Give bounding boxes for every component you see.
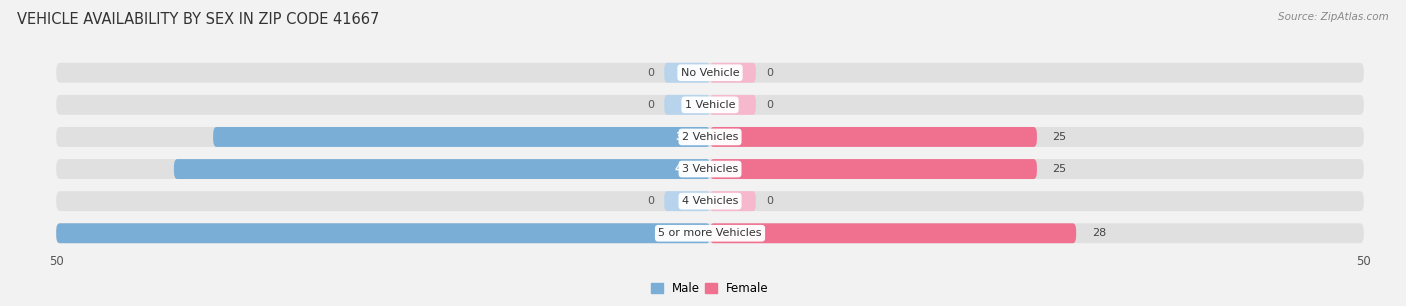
- FancyBboxPatch shape: [56, 223, 1364, 243]
- FancyBboxPatch shape: [174, 159, 710, 179]
- FancyBboxPatch shape: [710, 95, 756, 115]
- Text: 4 Vehicles: 4 Vehicles: [682, 196, 738, 206]
- Text: 0: 0: [766, 196, 773, 206]
- Text: 38: 38: [675, 132, 690, 142]
- FancyBboxPatch shape: [214, 127, 710, 147]
- Text: 41: 41: [675, 164, 690, 174]
- FancyBboxPatch shape: [710, 127, 1038, 147]
- Text: 0: 0: [647, 196, 654, 206]
- FancyBboxPatch shape: [56, 159, 1364, 179]
- Text: Source: ZipAtlas.com: Source: ZipAtlas.com: [1278, 12, 1389, 22]
- Text: 50: 50: [675, 228, 690, 238]
- FancyBboxPatch shape: [56, 191, 1364, 211]
- Text: 0: 0: [766, 68, 773, 78]
- FancyBboxPatch shape: [56, 63, 1364, 83]
- FancyBboxPatch shape: [710, 223, 1076, 243]
- FancyBboxPatch shape: [56, 223, 710, 243]
- FancyBboxPatch shape: [710, 63, 756, 83]
- FancyBboxPatch shape: [664, 95, 710, 115]
- Text: 0: 0: [647, 68, 654, 78]
- FancyBboxPatch shape: [56, 127, 1364, 147]
- Text: 2 Vehicles: 2 Vehicles: [682, 132, 738, 142]
- FancyBboxPatch shape: [664, 191, 710, 211]
- Text: No Vehicle: No Vehicle: [681, 68, 740, 78]
- Text: 0: 0: [766, 100, 773, 110]
- Text: 25: 25: [1053, 164, 1067, 174]
- Text: 25: 25: [1053, 132, 1067, 142]
- FancyBboxPatch shape: [710, 159, 1038, 179]
- Text: 5 or more Vehicles: 5 or more Vehicles: [658, 228, 762, 238]
- Text: 3 Vehicles: 3 Vehicles: [682, 164, 738, 174]
- Legend: Male, Female: Male, Female: [647, 278, 773, 300]
- Text: 0: 0: [647, 100, 654, 110]
- FancyBboxPatch shape: [710, 191, 756, 211]
- FancyBboxPatch shape: [56, 95, 1364, 115]
- Text: 28: 28: [1092, 228, 1107, 238]
- Text: VEHICLE AVAILABILITY BY SEX IN ZIP CODE 41667: VEHICLE AVAILABILITY BY SEX IN ZIP CODE …: [17, 12, 380, 27]
- FancyBboxPatch shape: [664, 63, 710, 83]
- Text: 1 Vehicle: 1 Vehicle: [685, 100, 735, 110]
